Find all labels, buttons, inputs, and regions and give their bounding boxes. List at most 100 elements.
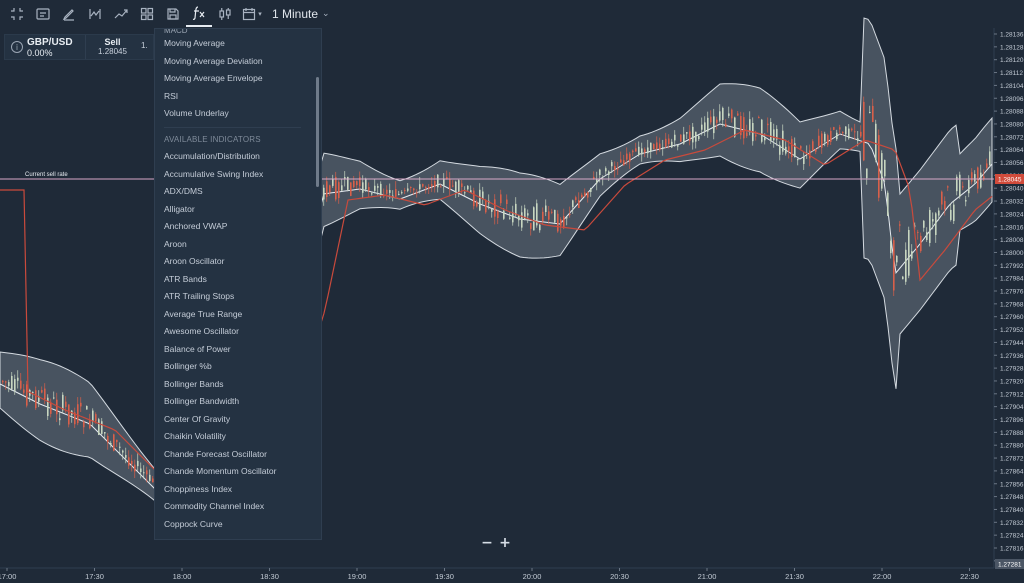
candle-body (710, 116, 712, 123)
menu-item-awesome-oscillator[interactable]: Awesome Oscillator (164, 326, 239, 336)
price-tick-label: 1.28088 (1000, 109, 1024, 116)
ticker-symbol: GBP/USD (27, 36, 73, 48)
menu-item-moving-average[interactable]: Moving Average (164, 38, 225, 48)
menu-scrollbar[interactable] (316, 77, 319, 187)
screenshot-icon[interactable] (30, 1, 56, 27)
candle-body (941, 191, 943, 205)
menu-item-atr-trailing-stops[interactable]: ATR Trailing Stops (164, 291, 235, 301)
menu-item-rsi[interactable]: RSI (164, 90, 179, 101)
menu-item-chande-momentum-oscillator[interactable]: Chande Momentum Oscillator (164, 466, 277, 476)
candle-body (893, 240, 895, 291)
candle-body (38, 396, 40, 402)
draw-icon[interactable] (56, 1, 82, 27)
zoom-in-button[interactable]: + (499, 535, 511, 551)
menu-item-balance-of-power[interactable]: Balance of Power (164, 343, 231, 354)
candle-body (662, 147, 664, 149)
candle-body (611, 162, 613, 167)
candle-body (557, 213, 559, 232)
indicator-wave-icon[interactable] (82, 1, 108, 27)
price-tick-label: 1.27888 (1000, 430, 1024, 437)
menu-item-moving-average-envelope[interactable]: Moving Average Envelope (164, 73, 263, 83)
candle-body (716, 119, 718, 123)
candle-body (932, 219, 934, 222)
candle-body (137, 460, 139, 467)
candle-body (620, 159, 622, 163)
candle-body (59, 418, 61, 421)
candle-body (17, 377, 19, 381)
trend-icon[interactable] (108, 1, 134, 27)
layout-grid-icon[interactable] (134, 1, 160, 27)
menu-item-chande-forecast-oscillator[interactable]: Chande Forecast Oscillator (164, 448, 267, 459)
menu-item-volume-underlay[interactable]: Volume Underlay (164, 108, 229, 118)
candle-body (818, 135, 820, 146)
zoom-controls: − + (478, 535, 514, 551)
menu-item-atr-bands[interactable]: ATR Bands (164, 273, 207, 284)
timeframe-select[interactable]: 1 Minute ⌄ (272, 7, 330, 21)
menu-item-average-true-range[interactable]: Average True Range (164, 308, 243, 319)
recent-indicators-list: Moving Average Moving Average Deviation Mo… (155, 35, 321, 123)
menu-item-partial[interactable]: MACD (164, 29, 188, 35)
candle-body (617, 168, 619, 170)
menu-item-anchored-vwap[interactable]: Anchored VWAP (164, 221, 228, 231)
save-icon[interactable] (160, 1, 186, 27)
candle-body (563, 216, 565, 229)
candle-body (110, 442, 112, 445)
calendar-icon[interactable]: ▾ (238, 1, 266, 27)
price-tick-label: 1.27904 (1000, 404, 1024, 411)
candle-body (569, 213, 571, 215)
menu-item-center-of-gravity[interactable]: Center Of Gravity (164, 413, 231, 424)
candle-body (338, 182, 340, 199)
collapse-icon[interactable] (4, 1, 30, 27)
sell-button[interactable]: Sell 1.28045 (85, 35, 139, 59)
candle-body (77, 404, 79, 424)
zoom-out-button[interactable]: − (481, 535, 493, 551)
candle-body (542, 211, 544, 222)
candle-body (974, 174, 976, 182)
candle-body (143, 472, 145, 474)
candle-body (494, 199, 496, 217)
candles-group (2, 96, 991, 512)
menu-item-bollinger-b[interactable]: Bollinger %b (164, 361, 212, 371)
candle-body (668, 138, 670, 145)
fx-indicators-icon[interactable] (186, 1, 212, 27)
menu-item-bollinger-bandwidth[interactable]: Bollinger Bandwidth (164, 396, 240, 406)
candle-body (446, 177, 448, 179)
candle-body (704, 122, 706, 131)
price-tick-label: 1.27848 (1000, 494, 1024, 501)
menu-item-accumulation-distribution[interactable]: Accumulation/Distribution (164, 151, 260, 161)
candle-body (56, 399, 58, 415)
menu-item-adx-dms[interactable]: ADX/DMS (164, 186, 203, 196)
candle-body (347, 176, 349, 190)
price-tick-label: 1.27872 (1000, 456, 1024, 463)
candle-body (881, 153, 883, 189)
candle-body (392, 195, 394, 197)
menu-item-alligator[interactable]: Alligator (164, 203, 195, 214)
time-tick-label: 19:00 (348, 572, 367, 581)
candle-body (947, 186, 949, 188)
menu-item-bollinger-bands[interactable]: Bollinger Bands (164, 378, 224, 389)
candle-body (521, 212, 523, 228)
candle-type-icon[interactable] (212, 1, 238, 27)
candle-body (587, 192, 589, 198)
info-icon[interactable]: i (11, 41, 23, 53)
candle-body (425, 187, 427, 189)
candle-body (146, 470, 148, 475)
ticker-widget[interactable]: i GBP/USD 0.00% Sell 1.28045 1. (4, 34, 154, 60)
candle-body (776, 128, 778, 140)
candle-body (944, 200, 946, 210)
menu-item-choppiness-index[interactable]: Choppiness Index (164, 483, 233, 494)
menu-item-chaikin-volatility[interactable]: Chaikin Volatility (164, 431, 226, 441)
menu-item-aroon[interactable]: Aroon (164, 238, 187, 249)
menu-item-commodity-channel-index[interactable]: Commodity Channel Index (164, 501, 265, 511)
candle-body (686, 132, 688, 134)
candle-body (2, 380, 4, 383)
current-rate-label: Current sell rate (25, 172, 68, 178)
candle-body (722, 107, 724, 121)
menu-item-moving-average-deviation[interactable]: Moving Average Deviation (164, 55, 263, 66)
candle-body (362, 182, 364, 193)
menu-item-coppock-curve[interactable]: Coppock Curve (164, 518, 223, 529)
menu-item-accumulative-swing-index[interactable]: Accumulative Swing Index (164, 168, 264, 179)
menu-item-aroon-oscillator[interactable]: Aroon Oscillator (164, 256, 225, 266)
price-tick-label: 1.27936 (1000, 353, 1024, 360)
